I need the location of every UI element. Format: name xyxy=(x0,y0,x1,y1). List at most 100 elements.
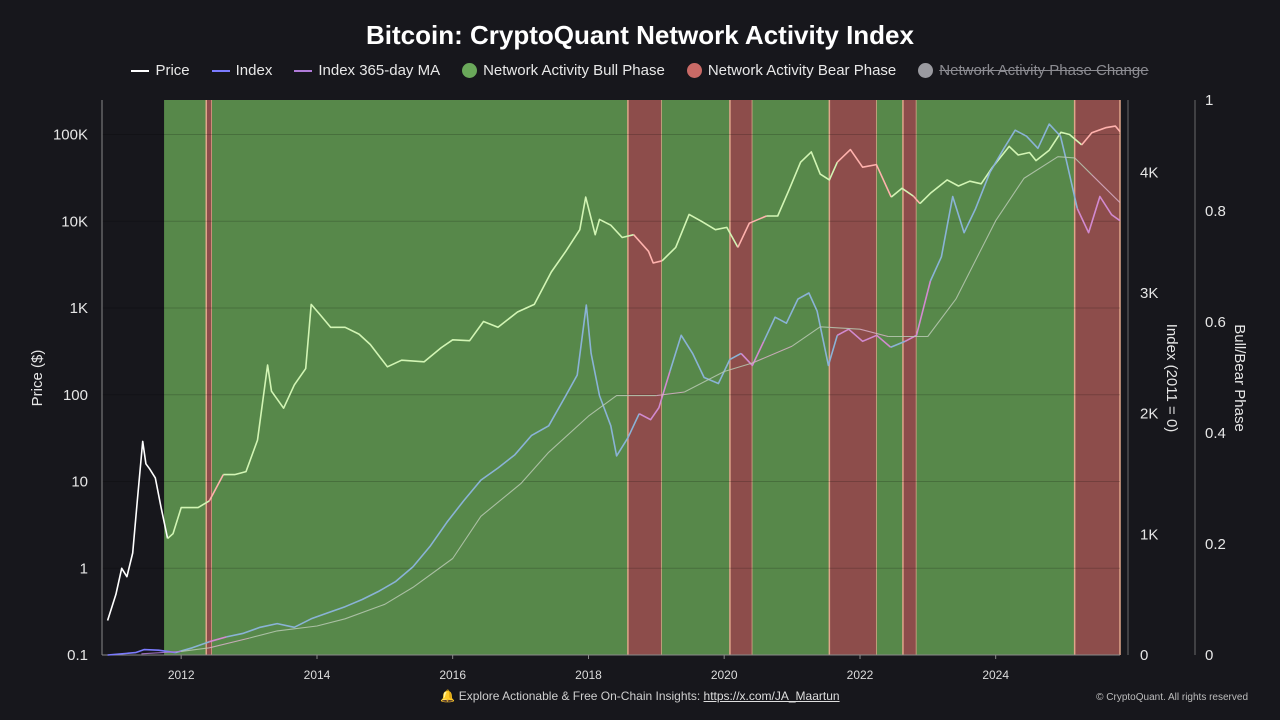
legend-label: Index xyxy=(235,62,273,79)
copyright: © CryptoQuant. All rights reserved xyxy=(1096,692,1248,703)
series-line-price-4 xyxy=(633,234,663,264)
phase-band-bull-2 xyxy=(212,100,628,655)
legend-swatch xyxy=(131,69,150,72)
phase-band-bull-6 xyxy=(752,100,830,655)
series-line-price-9 xyxy=(890,187,914,198)
series-line-index-4 xyxy=(638,371,671,421)
legend-item-2[interactable]: Index 365-day MA xyxy=(294,62,440,79)
y-left-tick-label: 1K xyxy=(70,300,88,317)
y-left-tick-label: 100 xyxy=(63,387,88,404)
y-left-tick-label: 10 xyxy=(71,474,88,491)
series-line-price-2 xyxy=(208,474,225,502)
series-line-price-1 xyxy=(167,500,210,540)
y-index-axis-label: Index (2011 = 0) xyxy=(1163,324,1180,433)
bell-icon: 🔔 xyxy=(440,689,456,703)
series-line-index-365-day-ma-6 xyxy=(752,345,793,364)
phase-band-bear-11 xyxy=(1074,100,1120,655)
footer-text: Explore Actionable & Free On-Chain Insig… xyxy=(458,689,704,703)
legend-label: Network Activity Bull Phase xyxy=(483,62,665,79)
phase-band-bear-3 xyxy=(627,100,662,655)
legend-item-4[interactable]: Network Activity Bear Phase xyxy=(686,62,897,79)
y-phase-tick-label: 1 xyxy=(1205,92,1213,109)
phase-band-bear-1 xyxy=(206,100,213,655)
legend-swatch xyxy=(918,63,934,78)
phase-band-bull-4 xyxy=(661,100,730,655)
chart-legend: Price Index Index 365-day MA Network Activi… xyxy=(0,62,1280,79)
y-phase-tick-label: 0.2 xyxy=(1205,536,1226,553)
series-line-index-11 xyxy=(929,123,1079,282)
series-line-index-0 xyxy=(107,648,176,656)
phase-band-bull-10 xyxy=(916,100,1075,655)
series-line-index-365-day-ma-4 xyxy=(656,391,685,397)
series-line-price-11 xyxy=(919,131,1083,205)
y-index-tick-label: 1K xyxy=(1140,526,1158,543)
series-line-index-365-day-ma-7 xyxy=(791,326,861,347)
y-left-axis-label: Price ($) xyxy=(29,350,46,407)
phase-band-bear-9 xyxy=(902,100,917,655)
series-line-index-365-day-ma-9 xyxy=(888,156,1093,338)
series-line-index-10 xyxy=(904,280,932,343)
series-line-price-3 xyxy=(223,196,634,476)
series-line-index-6 xyxy=(740,340,765,367)
legend-swatch xyxy=(686,63,702,78)
legend-label: Network Activity Bear Phase xyxy=(707,62,897,79)
y-left-tick-label: 10K xyxy=(61,213,88,230)
footer-link[interactable]: https://x.com/JA_Maartun xyxy=(703,689,840,703)
x-tick-label: 2014 xyxy=(304,668,331,682)
series-line-price-10 xyxy=(912,195,921,205)
legend-swatch xyxy=(294,69,313,72)
y-phase-tick-label: 0 xyxy=(1205,647,1213,664)
y-left-tick-label: 100K xyxy=(53,127,88,144)
series-line-price-0 xyxy=(106,440,169,621)
legend-label: Network Activity Phase Change xyxy=(939,62,1149,79)
series-line-price-7 xyxy=(766,151,839,217)
y-left-tick-label: 0.1 xyxy=(67,647,88,664)
x-tick-label: 2018 xyxy=(575,668,602,682)
series-line-index-8 xyxy=(836,328,892,348)
x-tick-label: 2020 xyxy=(711,668,738,682)
x-tick-label: 2022 xyxy=(847,668,874,682)
series-line-index-12 xyxy=(1076,195,1121,234)
legend-swatch xyxy=(462,63,478,78)
phase-band-bear-7 xyxy=(829,100,877,655)
legend-item-1[interactable]: Index xyxy=(211,62,273,79)
series-line-index-5 xyxy=(669,334,742,385)
phase-band-bull-0 xyxy=(164,100,207,655)
series-line-price-12 xyxy=(1081,125,1121,146)
series-line-index-9 xyxy=(890,340,906,349)
series-line-index-365-day-ma-5 xyxy=(684,362,753,393)
y-index-tick-label: 0 xyxy=(1140,647,1148,664)
y-phase-axis-label: Bull/Bear Phase xyxy=(1231,324,1248,432)
legend-swatch xyxy=(211,69,230,72)
series-line-index-7 xyxy=(763,292,839,367)
y-phase-tick-label: 0.6 xyxy=(1205,314,1226,331)
y-index-tick-label: 2K xyxy=(1140,406,1158,423)
footer: 🔔 Explore Actionable & Free On-Chain Ins… xyxy=(0,689,1280,703)
legend-item-3[interactable]: Network Activity Bull Phase xyxy=(462,62,665,79)
series-line-price-8 xyxy=(836,148,892,198)
phase-band-bull-8 xyxy=(876,100,903,655)
series-line-index-365-day-ma-1 xyxy=(181,647,210,652)
legend-label: Index 365-day MA xyxy=(318,62,441,79)
series-line-index-2 xyxy=(209,636,227,643)
y-phase-tick-label: 0.8 xyxy=(1205,203,1226,220)
series-line-index-365-day-ma-10 xyxy=(1091,174,1121,203)
y-index-tick-label: 3K xyxy=(1140,285,1158,302)
series-line-index-3 xyxy=(226,304,640,638)
y-phase-tick-label: 0.4 xyxy=(1205,425,1226,442)
series-line-index-365-day-ma-2 xyxy=(209,637,250,649)
y-left-tick-label: 1 xyxy=(80,560,88,577)
x-tick-label: 2012 xyxy=(168,668,195,682)
legend-label: Price xyxy=(155,62,190,79)
series-line-index-365-day-ma-0 xyxy=(141,650,182,655)
series-line-price-5 xyxy=(661,213,739,262)
chart-title: Bitcoin: CryptoQuant Network Activity In… xyxy=(366,20,914,50)
x-tick-label: 2024 xyxy=(982,668,1009,682)
x-tick-label: 2016 xyxy=(439,668,466,682)
y-index-tick-label: 4K xyxy=(1140,164,1158,181)
legend-item-5[interactable]: Network Activity Phase Change xyxy=(918,62,1149,79)
phase-band-bear-5 xyxy=(729,100,753,655)
series-line-index-365-day-ma-3 xyxy=(249,395,657,639)
legend-item-0[interactable]: Price xyxy=(131,62,190,79)
